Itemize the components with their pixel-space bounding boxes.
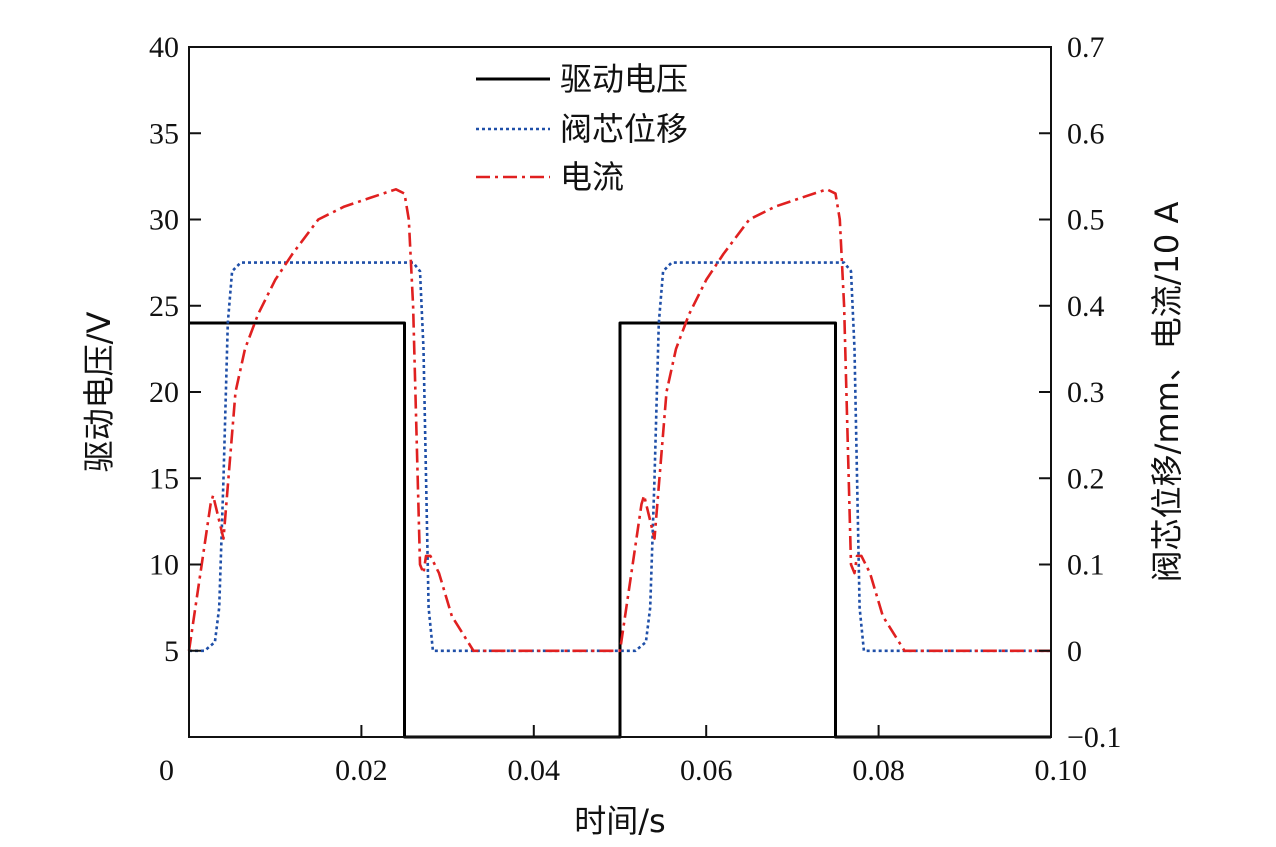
y-right-tick-label: 0.7	[1067, 31, 1105, 64]
legend-label-3: 电流	[560, 158, 624, 196]
x-axis-title: 时间/s	[574, 802, 665, 840]
y-right-tick-label: −0.1	[1067, 721, 1121, 754]
y-left-tick-label: 15	[149, 462, 179, 495]
y-axis-right-title: 阀芯位移/mm、电流/10 A	[1148, 202, 1186, 583]
series-line-3	[187, 188, 1051, 653]
x-tick-label: 0.02	[335, 754, 388, 787]
y-left-tick-label: 25	[149, 290, 179, 323]
y-right-tick-label: 0.6	[1067, 117, 1105, 150]
y-right-tick-label: 0.4	[1067, 290, 1105, 323]
legend-label-1: 驱动电压	[560, 60, 688, 98]
y-left-tick-label: 5	[164, 635, 179, 668]
y-right-tick-label: 0.1	[1067, 549, 1105, 582]
y-right-tick-label: 0.5	[1067, 204, 1105, 237]
x-tick-label: 0.08	[852, 754, 905, 787]
y-right-tick-label: 0	[1067, 635, 1082, 668]
y-left-tick-label: 40	[149, 31, 179, 64]
x-tick-label: 0.06	[680, 754, 733, 787]
y-left-tick-label: 10	[149, 549, 179, 582]
series-line-1	[189, 321, 1051, 739]
y-right-tick-label: 0.2	[1067, 462, 1105, 495]
y-left-tick-label: 30	[149, 204, 179, 237]
x-tick-label: 0	[159, 754, 174, 787]
x-tick-label: 0.10	[1035, 754, 1088, 787]
y-left-tick-label: 20	[149, 376, 179, 409]
x-tick-label: 0.04	[508, 754, 561, 787]
y-axis-left-title: 驱动电压/V	[80, 312, 118, 473]
y-right-tick-label: 0.3	[1067, 376, 1105, 409]
legend-label-2: 阀芯位移	[560, 110, 688, 148]
y-left-tick-label: 35	[149, 117, 179, 150]
series-line-2	[189, 261, 1051, 653]
